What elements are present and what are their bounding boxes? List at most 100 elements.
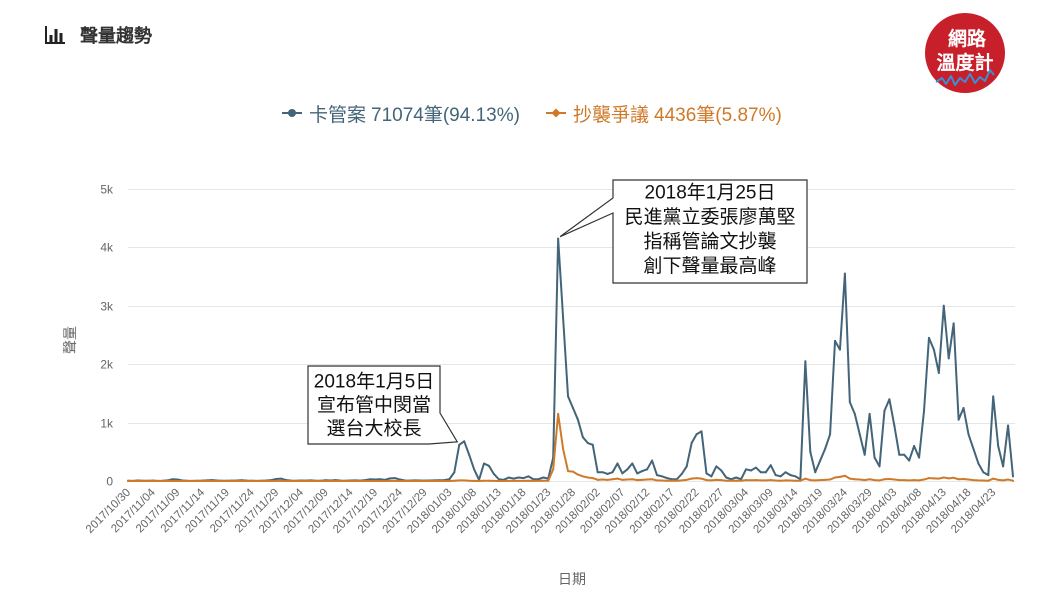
- data-point: [384, 480, 387, 482]
- data-point: [300, 480, 303, 482]
- data-point: [364, 480, 367, 482]
- data-point: [997, 478, 1000, 481]
- data-point: [710, 479, 713, 482]
- data-point: [675, 479, 678, 482]
- data-point: [161, 480, 164, 482]
- data-point: [923, 409, 926, 412]
- data-point: [769, 464, 772, 467]
- data-point: [873, 479, 876, 482]
- data-point: [319, 480, 322, 482]
- data-point: [537, 478, 540, 481]
- data-point: [715, 465, 718, 468]
- data-point: [992, 477, 995, 480]
- data-point: [463, 479, 466, 482]
- data-point: [784, 479, 787, 482]
- data-point: [151, 480, 154, 482]
- data-point: [715, 478, 718, 481]
- data-point: [542, 479, 545, 482]
- data-point: [418, 480, 421, 482]
- data-point: [314, 480, 317, 482]
- data-point: [665, 479, 668, 482]
- data-point: [586, 442, 589, 445]
- data-point: [868, 412, 871, 415]
- data-point: [957, 418, 960, 421]
- data-point: [923, 478, 926, 481]
- data-point: [888, 477, 891, 480]
- data-point: [542, 476, 545, 479]
- data-point: [275, 477, 278, 480]
- data-point: [166, 480, 169, 482]
- data-point: [883, 409, 886, 412]
- data-point: [443, 480, 446, 482]
- data-point: [403, 480, 406, 482]
- data-point: [369, 478, 372, 481]
- data-point: [962, 407, 965, 409]
- legend-item-kaguan[interactable]: 卡管案 71074筆(94.13%): [281, 101, 520, 126]
- data-point: [240, 480, 243, 482]
- data-point: [908, 459, 911, 462]
- data-point: [997, 444, 1000, 447]
- data-point: [141, 480, 144, 482]
- annotation-box: [307, 365, 459, 445]
- data-point: [290, 480, 293, 482]
- data-point: [774, 474, 777, 477]
- data-point: [779, 475, 782, 478]
- data-point: [280, 477, 283, 480]
- data-point: [532, 479, 535, 482]
- data-point: [527, 475, 530, 478]
- annotation-text-line: 創下聲量最高峰: [643, 255, 776, 277]
- legend-item-plagiarism[interactable]: 抄襲爭議 4436筆(5.87%): [545, 101, 782, 126]
- data-point: [631, 462, 634, 465]
- y-tick-label: 3k: [100, 300, 114, 314]
- data-point: [265, 480, 268, 482]
- data-point: [967, 433, 970, 436]
- y-tick-label: 4k: [100, 241, 114, 255]
- data-point: [507, 476, 510, 479]
- data-point: [794, 479, 797, 482]
- data-point: [304, 480, 307, 482]
- data-point: [952, 322, 955, 325]
- data-point: [937, 371, 940, 374]
- data-point: [799, 479, 802, 482]
- data-point: [136, 480, 139, 482]
- data-point: [621, 478, 624, 481]
- data-point: [468, 453, 471, 456]
- data-point: [586, 476, 589, 479]
- data-point: [651, 478, 654, 481]
- data-point: [512, 477, 515, 480]
- data-point: [181, 480, 184, 482]
- data-point: [220, 480, 223, 482]
- data-point: [552, 468, 555, 471]
- data-point: [725, 476, 728, 479]
- data-point: [641, 478, 644, 481]
- data-point: [903, 453, 906, 456]
- data-point: [967, 478, 970, 481]
- data-point: [448, 478, 451, 481]
- data-point: [789, 479, 792, 482]
- data-point: [858, 478, 861, 481]
- legend-series-stat: 4436筆(5.87%): [654, 104, 782, 126]
- data-point: [591, 477, 594, 480]
- data-point: [735, 479, 738, 482]
- data-point: [369, 480, 372, 482]
- data-point: [660, 479, 663, 482]
- data-point: [927, 477, 930, 480]
- data-point: [853, 478, 856, 481]
- data-point: [171, 478, 174, 481]
- data-point: [492, 472, 495, 475]
- data-point: [473, 479, 476, 482]
- data-point: [517, 479, 520, 482]
- data-point: [735, 476, 738, 479]
- y-axis: 0 1k 2k 3k 4k 5k: [100, 183, 114, 489]
- data-point: [393, 479, 396, 482]
- annotation-text-line: 選台大校長: [326, 418, 421, 440]
- data-point: [893, 478, 896, 481]
- data-point: [576, 473, 579, 476]
- data-point: [206, 480, 209, 482]
- data-point: [458, 443, 461, 446]
- data-point: [354, 480, 357, 482]
- data-point: [873, 456, 876, 459]
- data-point: [1002, 479, 1005, 482]
- data-point: [641, 470, 644, 473]
- data-point: [913, 444, 916, 447]
